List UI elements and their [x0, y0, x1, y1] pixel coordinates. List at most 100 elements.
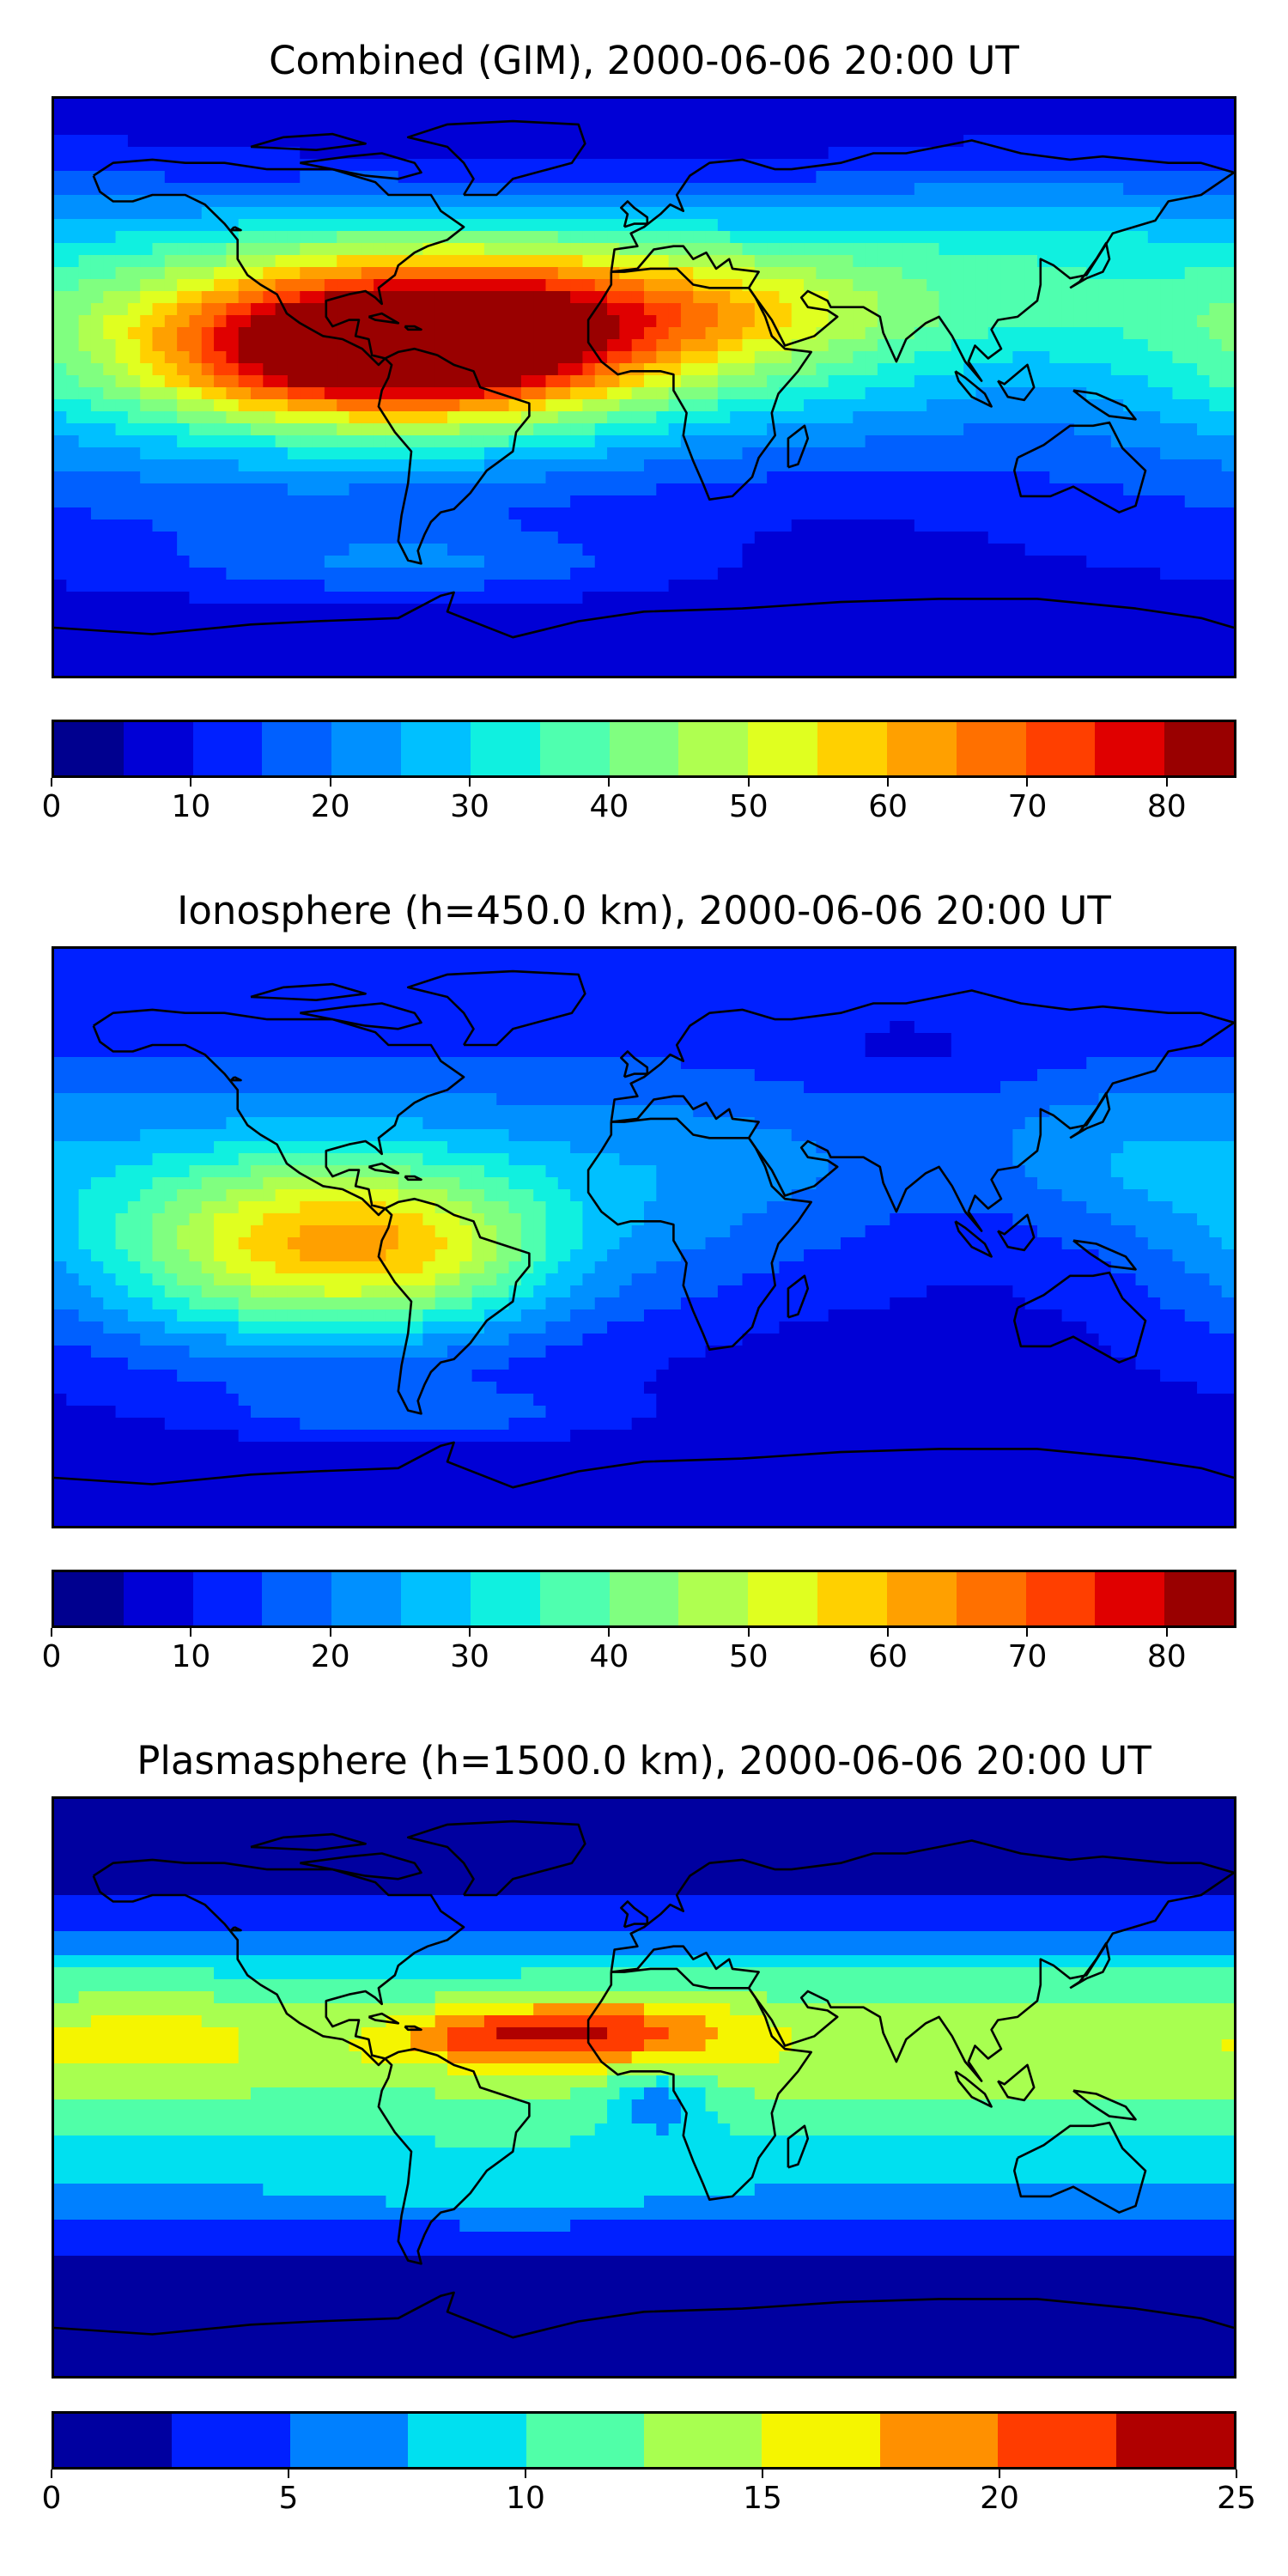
heatmap-cell — [361, 568, 374, 580]
heatmap-cell — [1160, 375, 1174, 388]
heatmap-cell — [459, 961, 473, 974]
coastline — [1069, 241, 1111, 289]
heatmap-cell — [90, 973, 104, 986]
heatmap-cell — [54, 231, 67, 244]
heatmap-cell — [1012, 267, 1026, 280]
heatmap-cell — [951, 544, 964, 556]
heatmap-cell — [1037, 207, 1050, 220]
heatmap-cell — [1012, 616, 1026, 629]
heatmap-cell — [238, 303, 252, 316]
heatmap-cell — [779, 616, 793, 629]
heatmap-cell — [398, 961, 411, 974]
heatmap-cell — [1073, 471, 1087, 484]
heatmap-cell — [730, 303, 744, 316]
heatmap-cell — [656, 231, 670, 244]
heatmap-cell — [1197, 147, 1210, 160]
heatmap-cell — [300, 351, 313, 364]
heatmap-cell — [90, 123, 104, 136]
heatmap-cell — [263, 291, 276, 304]
heatmap-cell — [312, 949, 325, 962]
heatmap-cell — [1160, 495, 1174, 508]
heatmap-cell — [312, 363, 325, 376]
heatmap-cell — [152, 207, 166, 220]
heatmap-cell — [471, 147, 485, 160]
heatmap-cell — [644, 949, 657, 962]
heatmap-cell — [730, 628, 744, 641]
heatmap-cell — [742, 315, 756, 328]
heatmap-cell — [115, 628, 129, 641]
heatmap-cell — [767, 652, 781, 665]
heatmap-cell — [1000, 279, 1013, 292]
heatmap-cell — [1172, 961, 1186, 974]
heatmap-cell — [238, 351, 252, 364]
heatmap-cell — [1123, 351, 1137, 364]
heatmap-cell — [78, 135, 92, 148]
heatmap-cell — [434, 411, 448, 424]
heatmap-cell — [520, 604, 534, 617]
heatmap-cell — [520, 519, 534, 532]
heatmap-cell — [656, 459, 670, 472]
heatmap-cell — [103, 949, 117, 962]
heatmap-cell — [1184, 435, 1198, 448]
heatmap-cell — [312, 495, 325, 508]
heatmap-cell — [177, 243, 191, 256]
heatmap-cell — [520, 243, 534, 256]
heatmap-cell — [816, 111, 829, 124]
heatmap-cell — [115, 949, 129, 962]
heatmap-cell — [668, 544, 682, 556]
heatmap-cell — [177, 351, 191, 364]
heatmap-cell — [533, 604, 547, 617]
heatmap-cell — [422, 532, 436, 544]
heatmap-cell — [459, 949, 473, 962]
heatmap-cell — [78, 664, 92, 676]
heatmap-cell — [680, 387, 694, 400]
heatmap-cell — [791, 195, 805, 208]
heatmap-cell — [705, 556, 719, 568]
heatmap-cell — [275, 447, 289, 460]
heatmap-cell — [263, 231, 276, 244]
heatmap-cell — [263, 423, 276, 436]
heatmap-cell — [644, 628, 657, 641]
heatmap-cell — [631, 483, 645, 496]
heatmap-cell — [545, 519, 559, 532]
heatmap-cell — [508, 219, 522, 232]
heatmap-cell — [483, 363, 497, 376]
heatmap-cell — [828, 291, 841, 304]
heatmap-cell — [1049, 544, 1063, 556]
heatmap-cell — [1184, 447, 1198, 460]
heatmap-cell — [152, 147, 166, 160]
heatmap-cell — [816, 231, 829, 244]
heatmap-cell — [1209, 279, 1223, 292]
heatmap-cell — [1147, 507, 1161, 520]
heatmap-cell — [717, 949, 731, 962]
heatmap-cell — [275, 949, 289, 962]
heatmap-cell — [1172, 949, 1186, 962]
heatmap-cell — [1012, 556, 1026, 568]
heatmap-cell — [668, 255, 682, 268]
heatmap-cell — [619, 147, 633, 160]
heatmap-cell — [422, 495, 436, 508]
heatmap-cell — [582, 291, 596, 304]
heatmap-cell — [1073, 459, 1087, 472]
heatmap-cell — [1184, 519, 1198, 532]
heatmap-cell — [1172, 99, 1186, 112]
heatmap-cell — [619, 411, 633, 424]
heatmap-cell — [730, 616, 744, 629]
heatmap-cell — [594, 339, 608, 352]
heatmap-cell — [238, 495, 252, 508]
heatmap-cell — [1098, 471, 1112, 484]
heatmap-cell — [214, 568, 227, 580]
heatmap-cell — [631, 459, 645, 472]
heatmap-cell — [841, 135, 854, 148]
heatmap-cell — [853, 532, 866, 544]
heatmap-cell — [238, 195, 252, 208]
heatmap-cell — [631, 628, 645, 641]
heatmap-cell — [103, 471, 117, 484]
heatmap-cell — [90, 231, 104, 244]
heatmap-cell — [214, 652, 227, 665]
heatmap-cell — [963, 327, 977, 340]
heatmap-cell — [841, 652, 854, 665]
heatmap-cell — [927, 592, 940, 605]
heatmap-cell — [1098, 99, 1112, 112]
heatmap-cell — [337, 243, 350, 256]
